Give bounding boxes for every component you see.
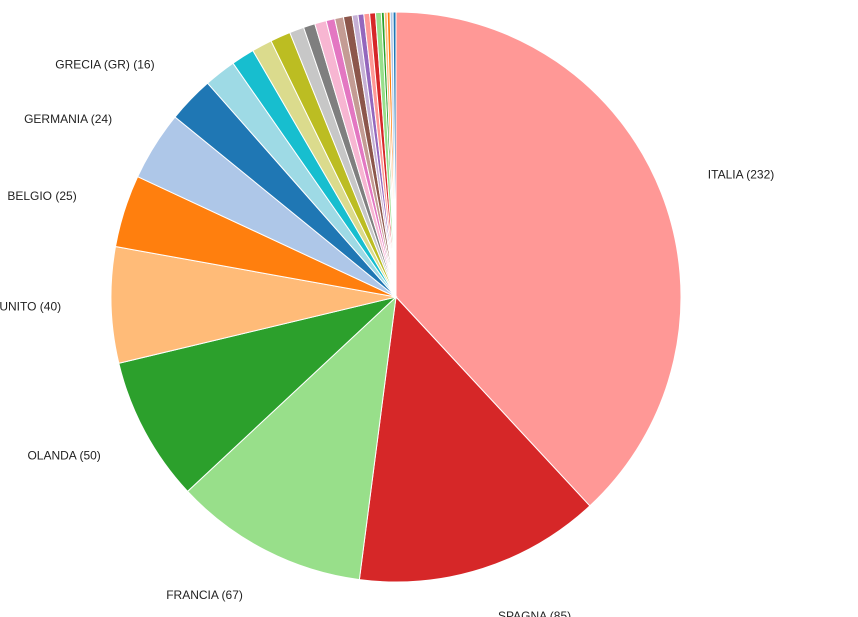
pie-slice-3 <box>118 296 398 493</box>
slice-label-1: SPAGNA (85) <box>498 609 571 617</box>
slice-label-3: OLANDA (50) <box>27 448 100 462</box>
slice-label-7: GRECIA (GR) (16) <box>55 58 154 72</box>
slice-label-0: ITALIA (232) <box>708 168 774 182</box>
pie-slice-0 <box>395 11 682 507</box>
pie-slice-4 <box>110 245 397 364</box>
slice-label-2: FRANCIA (67) <box>166 588 243 602</box>
pie-slice-27 <box>392 11 397 298</box>
slice-label-6: GERMANIA (24) <box>24 112 112 126</box>
pie-slice-1 <box>358 295 591 583</box>
pie-slice-2 <box>186 295 397 581</box>
pie-slices <box>110 11 682 583</box>
pie-labels: ITALIA (232) SPAGNA (85) FRANCIA (67) OLAND… <box>0 58 774 617</box>
slice-label-5: BELGIO (25) <box>7 189 76 203</box>
slice-label-4: REGNO UNITO (40) <box>0 300 61 314</box>
